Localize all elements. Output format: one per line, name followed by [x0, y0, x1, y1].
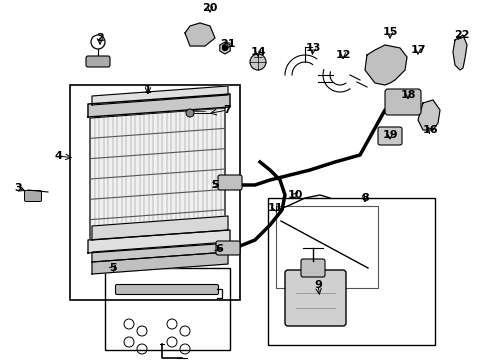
Polygon shape — [88, 94, 230, 117]
Text: 15: 15 — [382, 27, 398, 37]
Text: 16: 16 — [422, 125, 438, 135]
Text: 6: 6 — [215, 244, 223, 254]
Polygon shape — [92, 216, 228, 240]
Polygon shape — [453, 35, 467, 70]
FancyBboxPatch shape — [24, 190, 42, 202]
FancyBboxPatch shape — [116, 284, 219, 294]
FancyBboxPatch shape — [378, 127, 402, 145]
Polygon shape — [88, 230, 230, 253]
Text: 13: 13 — [305, 43, 320, 53]
Text: 3: 3 — [14, 183, 22, 193]
Circle shape — [222, 45, 227, 50]
FancyBboxPatch shape — [385, 89, 421, 115]
Text: 4: 4 — [54, 151, 62, 161]
Bar — [276, 206, 378, 288]
Text: 18: 18 — [400, 90, 416, 100]
Text: 20: 20 — [202, 3, 218, 13]
Text: 2: 2 — [96, 33, 104, 43]
Bar — [70, 85, 240, 300]
Text: 5: 5 — [211, 180, 219, 190]
Text: 11: 11 — [267, 203, 283, 213]
Text: 1: 1 — [144, 85, 152, 95]
Text: 7: 7 — [223, 105, 231, 115]
Polygon shape — [418, 100, 440, 130]
FancyBboxPatch shape — [216, 241, 240, 255]
Polygon shape — [92, 86, 228, 105]
Text: 14: 14 — [250, 47, 266, 57]
Bar — [268, 198, 435, 345]
FancyBboxPatch shape — [218, 175, 242, 190]
FancyBboxPatch shape — [301, 259, 325, 277]
Polygon shape — [92, 242, 228, 262]
Text: 8: 8 — [361, 193, 369, 203]
Text: 12: 12 — [335, 50, 351, 60]
Text: 22: 22 — [454, 30, 470, 40]
Text: 19: 19 — [382, 130, 398, 140]
FancyBboxPatch shape — [86, 56, 110, 67]
Text: 17: 17 — [410, 45, 426, 55]
Circle shape — [250, 54, 266, 70]
Polygon shape — [185, 23, 215, 46]
Polygon shape — [90, 108, 225, 240]
Text: 5: 5 — [109, 263, 117, 273]
Bar — [105, 268, 230, 350]
Circle shape — [186, 109, 194, 117]
Text: 9: 9 — [314, 280, 322, 290]
Text: 21: 21 — [220, 39, 236, 49]
Polygon shape — [365, 45, 407, 85]
FancyBboxPatch shape — [285, 270, 346, 326]
Text: 10: 10 — [287, 190, 303, 200]
Polygon shape — [92, 252, 228, 274]
